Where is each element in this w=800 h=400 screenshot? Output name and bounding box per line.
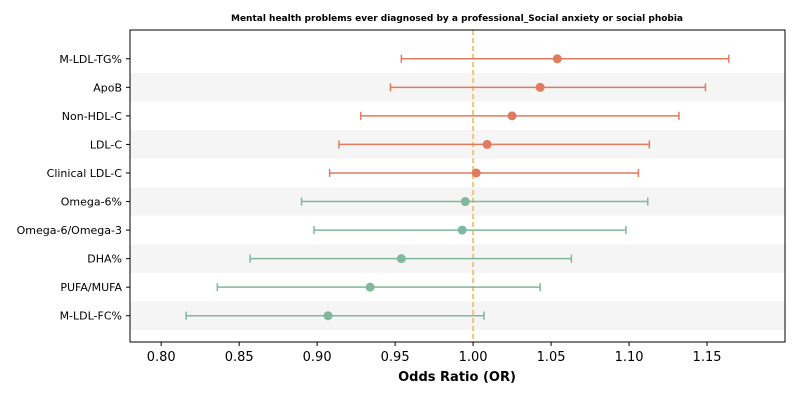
forest-row [300,197,649,207]
odds-ratio-point [482,139,492,149]
x-axis-label: Odds Ratio (OR) [398,370,516,385]
x-tick-label: 0.90 [303,350,332,365]
x-tick-label: 1.00 [459,350,488,365]
y-tick-label: Omega-6/Omega-3 [17,224,122,237]
odds-ratio-point [457,225,467,235]
x-tick-label: 1.15 [693,350,722,365]
y-tick-label: ApoB [93,81,122,94]
odds-ratio-point [460,197,470,207]
y-tick-label: M-LDL-TG% [59,53,122,66]
odds-ratio-point [365,282,375,292]
x-tick-label: 1.10 [615,350,644,365]
forest-row [338,139,651,149]
odds-ratio-point [471,168,481,178]
x-tick-label: 1.05 [537,350,566,365]
y-tick-label: Clinical LDL-C [47,167,123,180]
forest-row [328,168,640,178]
forest-row [389,82,707,92]
data-marks [185,54,730,321]
y-tick-label: M-LDL-FC% [60,310,122,323]
y-tick-label: PUFA/MUFA [60,281,122,294]
forest-row [313,225,627,235]
y-tick-label: DHA% [87,253,122,266]
odds-ratio-point [507,111,517,121]
x-tick-label: 0.80 [147,350,176,365]
y-tick-label: Non-HDL-C [62,110,123,123]
plot-frame [129,29,786,343]
x-tick-label: 0.95 [381,350,410,365]
odds-ratio-point [396,254,406,264]
forest-row [360,111,680,121]
forest-row [216,282,541,292]
x-axis-ticks: 0.80 0.85 0.90 0.95 1.00 1.05 1.10 1.15 [147,342,722,365]
y-tick-label: LDL-C [90,138,123,151]
odds-ratio-point [552,54,562,64]
forest-row [400,54,730,64]
y-axis-ticks: M-LDL-TG% ApoB Non-HDL-C LDL-C Clinical LDL-… [17,53,130,323]
y-tick-label: Omega-6% [61,196,122,209]
forest-row [249,254,573,264]
forest-row [185,311,485,321]
chart-title: Mental health problems ever diagnosed by… [231,14,683,24]
x-tick-label: 0.85 [225,350,254,365]
odds-ratio-point [323,311,333,321]
odds-ratio-point [535,82,545,92]
